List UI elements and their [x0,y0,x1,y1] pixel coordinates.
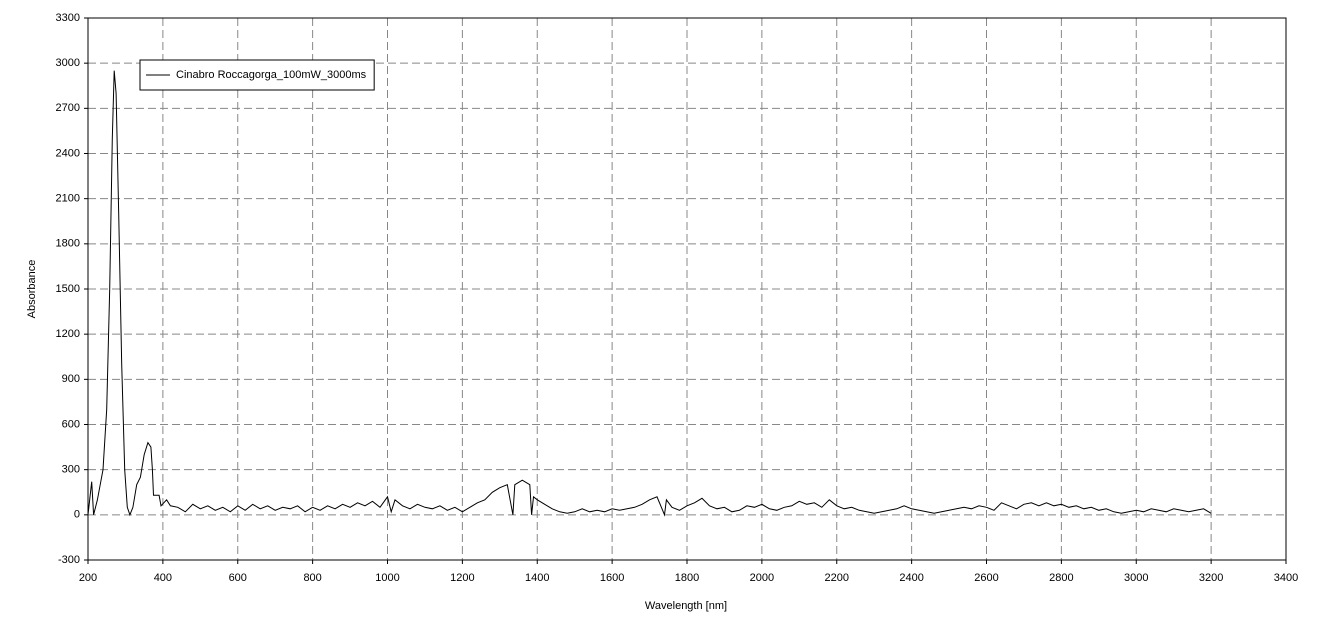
x-tick-label: 1200 [450,572,474,584]
x-tick-label: 800 [303,572,321,584]
y-tick-label: 1800 [56,238,80,250]
x-tick-label: 1400 [525,572,549,584]
x-tick-label: 1600 [600,572,624,584]
x-tick-label: 200 [79,572,97,584]
x-tick-label: 3200 [1199,572,1223,584]
x-axis-label: Wavelength [nm] [645,600,727,612]
x-tick-label: 2000 [750,572,774,584]
y-tick-label: 2700 [56,102,80,114]
data-line [87,70,1212,517]
legend-label: Cinabro Roccagorga_100mW_3000ms [176,69,367,81]
legend-box [139,59,375,91]
x-tick-label: 2200 [825,572,849,584]
legend: Cinabro Roccagorga_100mW_3000ms [139,59,375,91]
x-tick-label: 3000 [1124,572,1148,584]
x-tick-label: 400 [154,572,172,584]
y-tick-label: 2400 [56,147,80,159]
y-tick-label: -300 [58,554,80,566]
x-tick-label: 1800 [675,572,699,584]
x-tick-label: 2400 [899,572,923,584]
y-tick-label: 2100 [56,193,80,205]
y-axis-label: Absorbance [26,260,38,319]
x-tick-label: 2600 [974,572,998,584]
y-tick-label: 1500 [56,283,80,295]
x-tick-label: 2800 [1049,572,1073,584]
y-tick-label: 3000 [56,57,80,69]
y-tick-label: 600 [62,418,80,430]
y-tick-label: 0 [74,509,80,521]
x-tick-label: 3400 [1274,572,1298,584]
x-tick-label: 1000 [375,572,399,584]
x-tick-label: 600 [229,572,247,584]
y-tick-label: 900 [62,373,80,385]
plot-frame [87,17,1287,561]
y-tick-label: 1200 [56,328,80,340]
y-tick-label: 300 [62,464,80,476]
y-tick-label: 3300 [56,12,80,24]
